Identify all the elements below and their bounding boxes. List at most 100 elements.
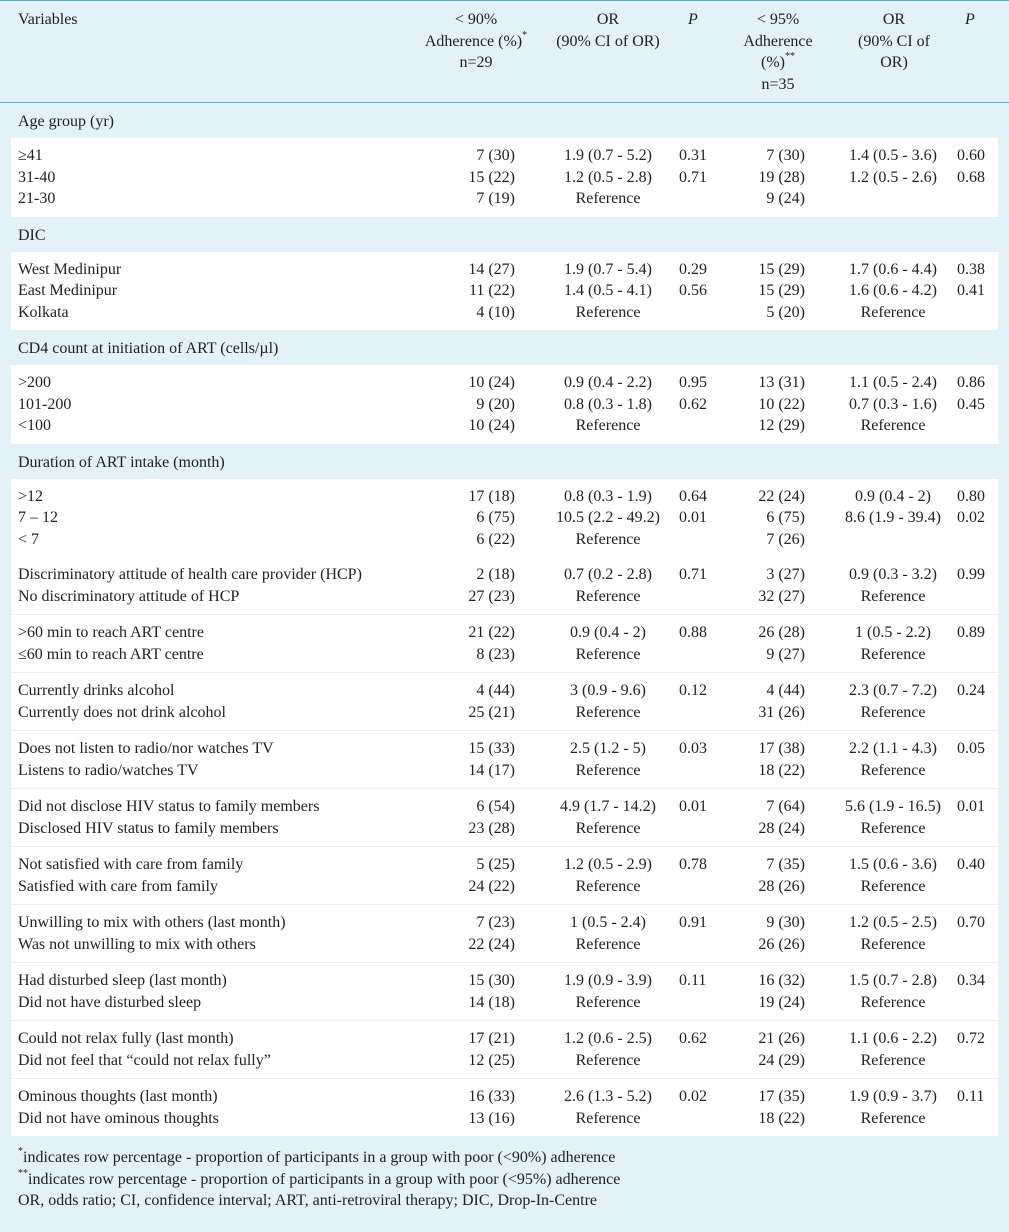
table-cell: Discriminatory attitude of health care p… <box>18 566 362 583</box>
table-cell: 0.99 <box>957 566 985 583</box>
table-cell: 1.7 (0.6 - 4.4) <box>849 260 937 278</box>
table-cell: 23 (28) <box>468 819 515 837</box>
table-row: Disclosed HIV status to family members 23… <box>11 818 998 840</box>
table-cell: Disclosed HIV status to family members <box>18 819 279 837</box>
table-cell: 0.8 (0.3 - 1.9) <box>564 487 652 505</box>
table-cell: 0.88 <box>679 624 707 641</box>
table-cell: 6 (54) <box>476 798 515 815</box>
table-cell: Reference <box>860 993 926 1011</box>
table-cell: 22 (24) <box>758 487 805 505</box>
table-cell: 1.2 (0.5 - 2.5) <box>849 914 937 931</box>
table-cell: 14 (17) <box>468 761 515 779</box>
table-cell: 1.1 (0.5 - 2.4) <box>849 374 937 391</box>
header-adherence-95: < 95% Adherence (%)** n=35 <box>743 11 813 93</box>
table-row: < 7 6 (22) Reference 7 (26) <box>11 529 998 551</box>
table-cell: 24 (22) <box>468 877 515 895</box>
table-cell: 2 (18) <box>476 566 515 583</box>
header-or-95: OR (90% CI of OR) <box>858 11 930 71</box>
table-cell: Not satisfied with care from family <box>18 856 244 873</box>
section-title: Age group (yr) <box>18 113 114 130</box>
table-row: Does not listen to radio/nor watches TV 1… <box>11 738 998 760</box>
table-cell: Reference <box>575 993 641 1011</box>
table-cell: 15 (29) <box>758 282 805 299</box>
table-cell: 12 (25) <box>468 1051 515 1069</box>
table-cell: 0.60 <box>957 147 985 164</box>
table-cell: Reference <box>575 761 641 779</box>
table-row: Listens to radio/watches TV 14 (17) Refere… <box>11 760 998 782</box>
table-cell: 21-30 <box>18 190 56 207</box>
table-cell: 0.9 (0.4 - 2.2) <box>564 374 652 391</box>
table-cell: >60 min to reach ART centre <box>18 624 204 641</box>
table-cell: Reference <box>575 303 641 321</box>
table-cell: Reference <box>575 530 641 548</box>
table-cell: West Medinipur <box>18 260 122 278</box>
table-cell: 18 (22) <box>758 761 805 779</box>
header-adherence-90: < 90% Adherence (%)* n=29 <box>424 11 528 71</box>
table-cell: 0.71 <box>679 566 707 583</box>
row-group: West Medinipur 14 (27) 1.9 (0.7 - 5.4) 0.29… <box>11 251 998 330</box>
table-cell: 17 (21) <box>468 1030 515 1047</box>
table-cell: 1.6 (0.6 - 4.2) <box>849 282 937 299</box>
table-cell: 0.45 <box>957 395 985 413</box>
table-cell: 0.62 <box>679 395 707 413</box>
section-title: Duration of ART intake (month) <box>18 453 225 471</box>
table-cell: 0.80 <box>957 487 985 505</box>
table-cell: 1.4 (0.5 - 3.6) <box>849 147 937 164</box>
table-row: Ominous thoughts (last month) 16 (33) 2.6 … <box>11 1086 998 1108</box>
table-row: Did not disclose HIV status to family me… <box>11 796 998 818</box>
table-cell: 0.89 <box>957 624 985 641</box>
table-cell: 2.6 (1.3 - 5.2) <box>564 1088 652 1105</box>
row-group: >200 10 (24) 0.9 (0.4 - 2.2) 0.95 13 (31) 1.1… <box>11 365 998 444</box>
table-cell: <100 <box>18 417 52 434</box>
table-cell: 0.40 <box>957 856 985 873</box>
table-cell: 0.8 (0.3 - 1.8) <box>564 395 652 413</box>
table-cell: 6 (75) <box>476 509 515 526</box>
row-group: Unwilling to mix with others (last month… <box>11 905 998 962</box>
table-cell: Kolkata <box>18 303 69 321</box>
table-cell: 5 (25) <box>476 856 515 873</box>
table-cell: 31-40 <box>18 168 56 186</box>
table-cell: 0.9 (0.4 - 2) <box>570 624 646 641</box>
table-row: Had disturbed sleep (last month) 15 (30) 1… <box>11 970 998 992</box>
table-cell: Reference <box>575 877 641 895</box>
table-cell: 0.62 <box>679 1030 707 1047</box>
row-group: Discriminatory attitude of health care p… <box>11 557 998 614</box>
table-cell: 1.5 (0.6 - 3.6) <box>849 856 937 873</box>
table-cell: 22 (24) <box>468 935 515 953</box>
table-cell: 9 (20) <box>476 395 515 413</box>
table-cell: 1.5 (0.7 - 2.8) <box>849 972 937 989</box>
table-cell: 14 (18) <box>468 993 515 1011</box>
table-header: Variables < 90% Adherence (%)* n=29 OR (… <box>0 1 1009 103</box>
table-cell: 0.12 <box>679 682 707 699</box>
footnotes: *indicates row percentage - proportion o… <box>18 1147 620 1212</box>
table-cell: Reference <box>575 587 641 605</box>
table-cell: Did not have disturbed sleep <box>18 993 202 1011</box>
table-cell: 0.7 (0.2 - 2.8) <box>564 566 652 583</box>
table-cell: Reference <box>575 190 641 207</box>
table-cell: Reference <box>860 877 926 895</box>
table-cell: Reference <box>575 703 641 721</box>
table-cell: ≤60 min to reach ART centre <box>18 645 204 663</box>
table-cell: 0.7 (0.3 - 1.6) <box>849 395 937 413</box>
table-cell: 101-200 <box>18 395 72 413</box>
table-cell: 24 (29) <box>758 1051 805 1069</box>
table-cell: 32 (27) <box>758 587 805 605</box>
table-cell: 7 (64) <box>766 798 805 815</box>
table-cell: 7 (19) <box>476 190 515 207</box>
table-cell: 14 (27) <box>468 260 515 278</box>
table-cell: 15 (22) <box>468 168 515 186</box>
table-cell: 0.78 <box>679 856 707 873</box>
table-cell: 1.2 (0.6 - 2.5) <box>564 1030 652 1047</box>
table-cell: 28 (26) <box>758 877 805 895</box>
row-group: Did not disclose HIV status to family me… <box>11 789 998 846</box>
table-cell: Could not relax fully (last month) <box>18 1030 234 1047</box>
table-row: >12 17 (18) 0.8 (0.3 - 1.9) 0.64 22 (24) 0.9 … <box>11 486 998 508</box>
table-cell: Reference <box>860 703 926 721</box>
table-cell: Reference <box>575 417 641 434</box>
table-row: Not satisfied with care from family 5 (25… <box>11 854 998 876</box>
table-cell: 15 (29) <box>758 260 805 278</box>
header-p-90: P <box>688 11 698 28</box>
table-cell: 0.68 <box>957 168 985 186</box>
table-cell: 6 (75) <box>766 509 805 526</box>
table-cell: 1.1 (0.6 - 2.2) <box>849 1030 937 1047</box>
